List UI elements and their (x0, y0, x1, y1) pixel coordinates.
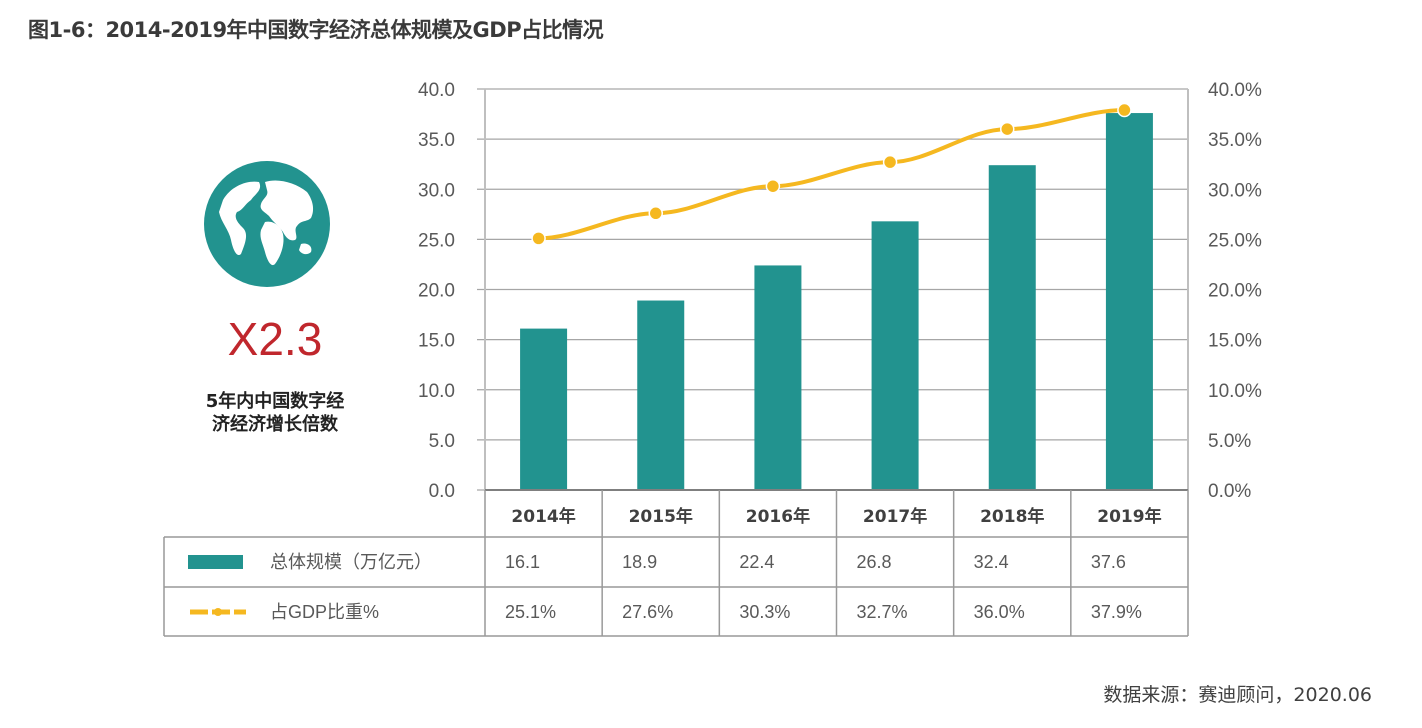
gridlines (477, 88, 1189, 491)
table-header-2018年: 2018年 (980, 506, 1044, 527)
line-path (536, 108, 1127, 241)
table-header-2019年: 2019年 (1097, 506, 1161, 527)
globe-icon (204, 161, 330, 287)
table-cell-bar-value: 37.6 (1091, 552, 1126, 572)
right-axis-tick-label: 20.0% (1208, 281, 1262, 302)
left-axis-tick-label: 40.0 (418, 80, 455, 101)
left-axis-ticks: 0.0 5.0 10.0 15.0 20.0 25.0 30.0 35.0 40.0 (418, 80, 455, 502)
table-header-2015年: 2015年 (629, 506, 693, 527)
legend-line-marker (214, 608, 222, 616)
right-axis-tick-label: 40.0% (1208, 80, 1262, 101)
chart-title: 图1-6：2014-2019年中国数字经济总体规模及GDP占比情况 (28, 18, 604, 42)
description-line-1: 5年内中国数字经 (205, 391, 345, 412)
left-axis-tick-label: 30.0 (418, 180, 455, 201)
table-cell-line-value: 25.1% (505, 602, 556, 622)
right-axis-ticks: 0.0% 5.0% 10.0% 15.0% 20.0% 25.0% 30.0% 35.0% 40… (1208, 80, 1262, 502)
right-axis-tick-label: 10.0% (1208, 381, 1262, 402)
bar-series (485, 113, 1188, 491)
table-header-2016年: 2016年 (746, 506, 810, 527)
left-axis-tick-label: 10.0 (418, 381, 455, 402)
legend-line-label: 占GDP比重% (270, 602, 379, 622)
legend-bar-label: 总体规模（万亿元） (270, 552, 432, 572)
right-axis-tick-label: 30.0% (1208, 180, 1262, 201)
bar-2018年 (988, 165, 1036, 490)
left-axis-tick-label: 25.0 (418, 230, 455, 251)
right-axis-tick-label: 5.0% (1208, 431, 1251, 452)
left-axis-tick-label: 0.0 (429, 481, 455, 502)
table-cell-bar-value: 32.4 (974, 552, 1009, 572)
right-axis-tick-label: 25.0% (1208, 230, 1262, 251)
left-axis-tick-label: 5.0 (429, 431, 455, 452)
line-point-2014年 (531, 231, 546, 246)
bar-2015年 (637, 300, 685, 490)
bar-2016年 (754, 265, 802, 490)
line-point-2019年 (1117, 102, 1132, 118)
table-cell-line-value: 36.0% (974, 602, 1025, 622)
data-source: 数据来源：赛迪顾问，2020.06 (1103, 684, 1372, 706)
line-point-2018年 (1000, 121, 1015, 137)
right-axis-tick-label: 0.0% (1208, 481, 1251, 502)
table-header-2017年: 2017年 (863, 506, 927, 527)
table-cell-bar-value: 22.4 (739, 552, 774, 572)
bar-2017年 (871, 221, 919, 490)
table-cell-bar-value: 26.8 (857, 552, 892, 572)
table-cell-line-value: 30.3% (739, 602, 790, 622)
description-line-2: 济经济增长倍数 (212, 414, 338, 435)
line-point-2015年 (648, 206, 663, 221)
table-cell-line-value: 27.6% (622, 602, 673, 622)
table-cell-line-value: 32.7% (857, 602, 908, 622)
table-cell-bar-value: 18.9 (622, 552, 657, 572)
bar-2014年 (520, 328, 568, 490)
line-point-2017年 (882, 154, 898, 170)
legend-bar-swatch (188, 555, 243, 569)
data-table: 2014年 16.1 25.1% 2015年 18.9 27.6% 2016年 22.4 30.… (163, 490, 1189, 637)
line-point-2016年 (765, 178, 781, 194)
bar-2019年 (1105, 113, 1153, 490)
table-cell-line-value: 37.9% (1091, 602, 1142, 622)
growth-multiplier: X2.3 (227, 313, 323, 365)
table-header-2014年: 2014年 (511, 506, 575, 527)
right-axis-tick-label: 35.0% (1208, 130, 1262, 151)
growth-multiplier-description: 5年内中国数字经 济经济增长倍数 (170, 390, 380, 436)
left-axis-tick-label: 35.0 (418, 130, 455, 151)
left-axis-tick-label: 20.0 (418, 281, 455, 302)
line-series (531, 102, 1132, 246)
right-axis-tick-label: 15.0% (1208, 331, 1262, 352)
table-cell-bar-value: 16.1 (505, 552, 540, 572)
left-axis-tick-label: 15.0 (418, 331, 455, 352)
